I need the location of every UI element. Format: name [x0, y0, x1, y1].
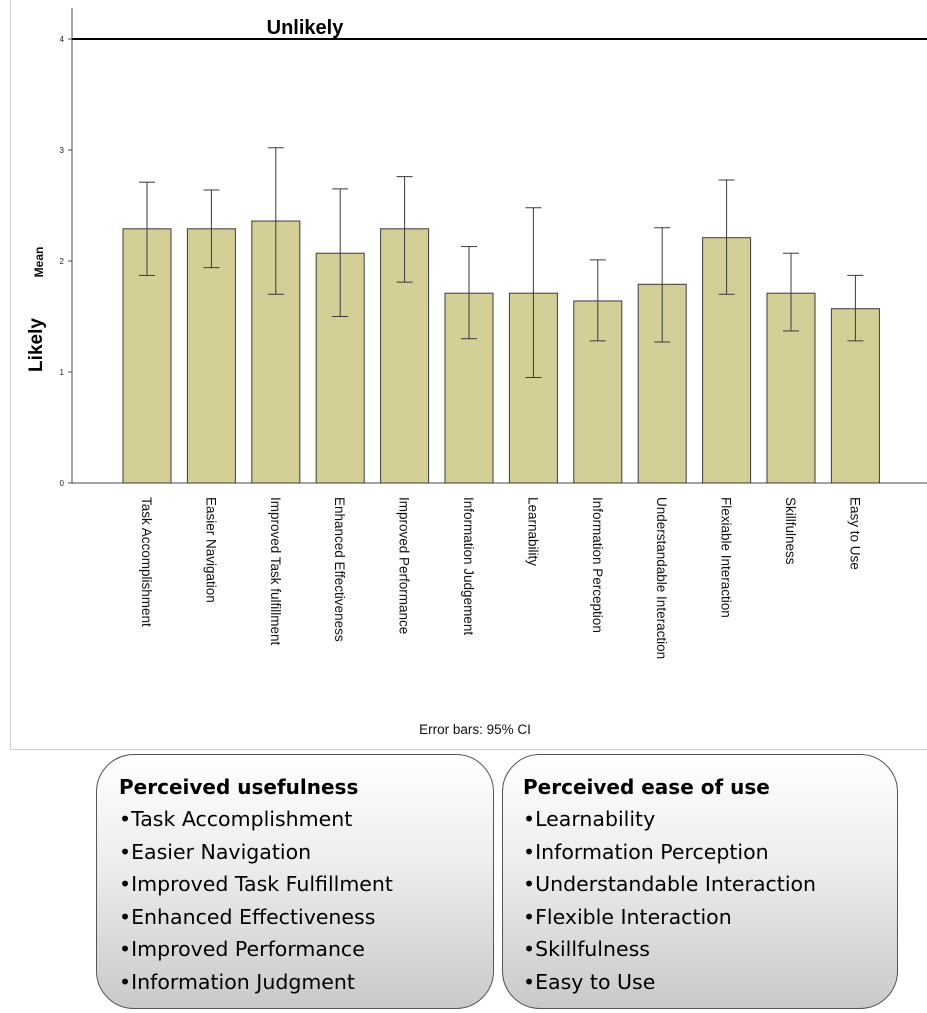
ease-of-use-item: •Information Perception — [523, 839, 769, 864]
ease-of-use-item: •Flexible Interaction — [523, 904, 732, 929]
x-category-label: Learnability — [525, 497, 540, 566]
usefulness-item: •Enhanced Effectiveness — [119, 904, 376, 929]
bar-group — [122, 181, 172, 484]
bar-group — [830, 274, 880, 484]
usefulness-item: •Easier Navigation — [119, 839, 312, 864]
ease-of-use-item: •Understandable Interaction — [523, 872, 817, 896]
bar — [186, 228, 236, 484]
bar-group — [702, 179, 752, 484]
perceived-usefulness-title: Perceived usefulness — [119, 775, 359, 799]
error-bars-note: Error bars: 95% CI — [419, 722, 531, 737]
perceived-ease-of-use-panel: Perceived ease of use •Learnability •Inf… — [502, 754, 898, 1009]
likely-annotation: Likely — [26, 318, 47, 372]
usefulness-item: •Improved Performance — [119, 937, 365, 961]
y-tick-label: 1 — [60, 368, 65, 377]
bar-group — [637, 227, 687, 484]
perceived-ease-of-use-title: Perceived ease of use — [523, 775, 770, 799]
bar-group — [508, 207, 558, 484]
x-category-label: Understandable Interaction — [654, 497, 669, 659]
y-tick-label: 4 — [60, 35, 65, 44]
usefulness-item: •Information Judgment — [119, 969, 355, 994]
x-category-label: Improved Performance — [397, 497, 412, 634]
ease-of-use-item: •Skillfulness — [523, 937, 650, 961]
bar-group — [573, 259, 623, 484]
bar-group — [251, 147, 301, 484]
x-category-label: Task Accomplishment — [139, 497, 154, 627]
y-tick-label: 2 — [60, 257, 65, 266]
bar-group — [186, 189, 236, 484]
x-category-label: Improved Task fulfillment — [268, 497, 283, 646]
x-category-label: Skillfulness — [783, 497, 798, 565]
x-category-label: Flexiable Interaction — [719, 497, 734, 618]
y-axis-label: Mean — [32, 247, 46, 278]
x-category-label: Information Perception — [590, 497, 605, 633]
usefulness-item: •Improved Task Fulfillment — [119, 872, 393, 896]
x-category-label: Easy to Use — [847, 497, 862, 570]
unlikely-annotation: Unlikely — [267, 17, 345, 39]
x-category-label: Information Judgement — [461, 497, 476, 635]
bar-group — [380, 176, 430, 484]
bar-group — [315, 188, 365, 484]
y-tick-label: 0 — [60, 479, 65, 488]
x-category-label: Enhanced Effectiveness — [332, 497, 347, 642]
x-category-label: Easier Navigation — [203, 497, 218, 603]
perceived-usefulness-panel: Perceived usefulness •Task Accomplishmen… — [96, 754, 494, 1009]
chart-frame — [10, 0, 927, 750]
usefulness-item: •Task Accomplishment — [119, 807, 353, 831]
ease-of-use-item: •Learnability — [523, 807, 656, 831]
bar-group — [766, 252, 816, 484]
bar-chart: 0 1 2 3 4 Mean Likely Unlikely Task Accomplishme… — [26, 8, 927, 737]
ease-of-use-item: •Easy to Use — [523, 969, 656, 994]
bar-group — [444, 246, 494, 484]
y-tick-label: 3 — [60, 146, 65, 155]
